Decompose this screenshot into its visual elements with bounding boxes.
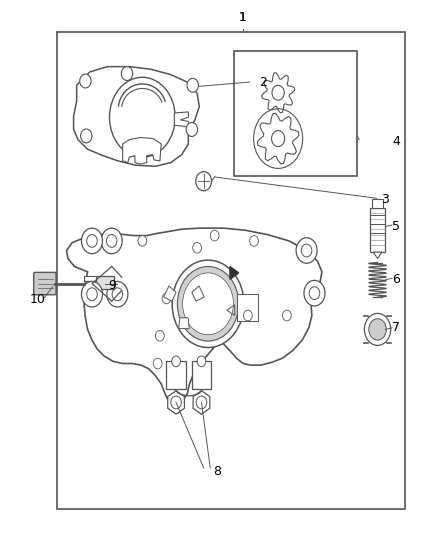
Text: 8: 8 (213, 465, 221, 478)
Bar (84, 276, 96, 281)
Circle shape (81, 129, 92, 143)
Polygon shape (123, 138, 161, 164)
Polygon shape (168, 391, 184, 414)
Polygon shape (230, 266, 239, 279)
Polygon shape (193, 391, 210, 414)
Bar (84, 285, 96, 290)
Text: 1: 1 (239, 11, 247, 23)
Circle shape (283, 310, 291, 321)
Text: 7: 7 (392, 321, 400, 334)
Circle shape (101, 228, 122, 254)
Circle shape (138, 236, 147, 246)
Text: 9: 9 (108, 279, 116, 292)
Circle shape (193, 243, 201, 253)
Polygon shape (179, 318, 189, 329)
Polygon shape (174, 112, 188, 127)
Text: 1: 1 (239, 11, 247, 23)
Circle shape (162, 293, 171, 304)
Circle shape (155, 330, 164, 341)
Circle shape (80, 74, 91, 88)
Circle shape (177, 266, 239, 341)
Text: 2: 2 (259, 76, 267, 89)
Text: 3: 3 (381, 193, 389, 206)
Circle shape (304, 280, 325, 306)
Polygon shape (373, 252, 382, 259)
Circle shape (210, 230, 219, 241)
Circle shape (110, 77, 175, 157)
Polygon shape (74, 67, 199, 166)
Circle shape (87, 288, 97, 301)
Circle shape (272, 85, 284, 100)
Text: 6: 6 (392, 273, 400, 286)
Polygon shape (257, 113, 299, 164)
Circle shape (309, 287, 320, 300)
Circle shape (244, 310, 252, 321)
Circle shape (197, 356, 206, 367)
Circle shape (250, 236, 258, 246)
Circle shape (172, 260, 244, 348)
Circle shape (106, 235, 117, 247)
Bar (57, 32, 405, 509)
Circle shape (364, 313, 391, 345)
Text: 5: 5 (392, 220, 400, 233)
Bar (370, 208, 385, 252)
Circle shape (121, 67, 133, 80)
Circle shape (107, 281, 128, 307)
Circle shape (187, 78, 198, 92)
Text: 4: 4 (392, 135, 400, 148)
Polygon shape (261, 72, 295, 113)
Circle shape (301, 244, 312, 257)
Circle shape (171, 396, 181, 409)
Circle shape (196, 396, 207, 409)
Circle shape (172, 356, 180, 367)
Bar (237, 294, 258, 321)
Circle shape (153, 358, 162, 369)
Circle shape (183, 273, 233, 335)
Circle shape (81, 228, 102, 254)
Circle shape (112, 288, 123, 301)
Bar (234, 51, 357, 176)
Text: 10: 10 (29, 293, 45, 306)
Bar (192, 361, 211, 389)
Bar (166, 361, 186, 389)
FancyBboxPatch shape (34, 272, 56, 295)
Bar (96, 276, 114, 289)
Circle shape (87, 235, 97, 247)
Circle shape (81, 281, 102, 307)
Circle shape (196, 172, 212, 191)
Bar (372, 199, 383, 208)
Polygon shape (164, 286, 176, 301)
Polygon shape (192, 286, 204, 301)
Circle shape (272, 131, 285, 147)
Circle shape (369, 319, 386, 340)
Circle shape (186, 123, 198, 136)
Circle shape (296, 238, 317, 263)
Polygon shape (67, 228, 322, 402)
